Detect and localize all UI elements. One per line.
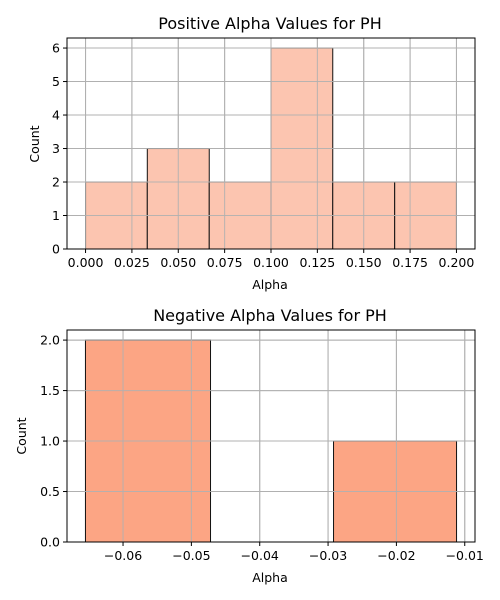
x-tick-label: 0.125 [299,255,335,270]
x-axis-label: Alpha [252,277,288,292]
y-tick-label: 2.0 [40,333,60,348]
x-tick-label: −0.01 [446,548,484,563]
y-axis-label: Count [27,125,42,162]
x-tick-label: −0.06 [104,548,142,563]
x-tick-label: 0.100 [253,255,289,270]
x-tick-label: −0.02 [377,548,415,563]
x-tick-label: 0.050 [160,255,196,270]
y-tick-label: 1.0 [40,434,60,449]
y-tick-label: 4 [52,108,60,123]
bars [67,38,475,250]
x-tick-label: −0.03 [309,548,347,563]
x-ticks: −0.06 −0.05 −0.04 −0.03 −0.02 −0.01 [104,542,484,563]
y-tick-label: 1 [52,208,60,223]
plot-frame [66,329,476,543]
x-tick-label: 0.075 [207,255,243,270]
y-tick-label: 0.0 [40,535,60,550]
y-ticks: 0.0 0.5 1.0 1.5 2.0 [40,333,67,550]
y-tick-label: 0.5 [40,484,60,499]
x-tick-label: 0.025 [114,255,150,270]
y-tick-label: 0 [52,242,60,257]
negative-alpha-histogram: −0.06 −0.05 −0.04 −0.03 −0.02 −0.01 0.0 0.5 1.0… [14,306,484,585]
y-ticks: 0 1 2 3 4 5 6 [52,41,67,257]
y-tick-label: 1.5 [40,383,60,398]
y-tick-label: 3 [52,141,60,156]
x-ticks: 0.000 0.025 0.050 0.075 0.100 0.125 0.150 0.175… [68,249,475,270]
bars [67,330,475,543]
y-tick-label: 6 [52,41,60,56]
x-tick-label: 0.150 [346,255,382,270]
x-tick-label: 0.200 [439,255,475,270]
chart-title: Positive Alpha Values for PH [158,14,381,33]
positive-alpha-histogram: 0.000 0.025 0.050 0.075 0.100 0.125 0.150 0.175… [27,14,476,292]
y-tick-label: 5 [52,74,60,89]
x-tick-label: 0.175 [392,255,428,270]
x-tick-label: 0.000 [68,255,104,270]
chart-title: Negative Alpha Values for PH [153,306,387,325]
y-axis-label: Count [14,417,29,454]
y-tick-label: 2 [52,175,60,190]
x-tick-label: −0.05 [172,548,210,563]
x-tick-label: −0.04 [241,548,279,563]
x-axis-label: Alpha [252,570,288,585]
